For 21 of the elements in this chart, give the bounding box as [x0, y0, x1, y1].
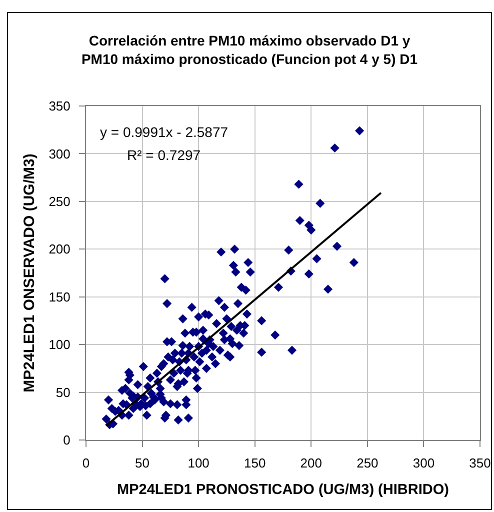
- x-tick-label: 200: [300, 456, 322, 471]
- y-tick-label: 200: [48, 242, 70, 257]
- y-tick-label: 0: [63, 432, 70, 448]
- y-tick-label: 100: [48, 337, 70, 352]
- x-tick-label: 50: [135, 456, 150, 471]
- x-axis-title: MP24LED1 PRONOSTICADO (UG/M3) (HIBRIDO): [117, 482, 450, 498]
- y-tick-label: 350: [48, 98, 70, 114]
- x-tick-label: 250: [356, 456, 378, 471]
- y-tick-label: 150: [48, 289, 70, 304]
- x-tick-label: 350: [469, 456, 491, 471]
- x-tick-label: 300: [412, 456, 435, 471]
- y-tick-label: 250: [48, 194, 70, 209]
- x-tick-label: 0: [82, 456, 90, 471]
- annotation: y = 0.9991x - 2.5877: [100, 124, 228, 140]
- y-axis-title: MP24LED1 ONSERVADO (UG/M3): [20, 154, 38, 392]
- chart-title: Correlación entre PM10 máximo observado D1 y PM10 máximo pronosticado (Funcion pot 4 y 5) D1: [81, 32, 418, 67]
- x-tick-label: 150: [244, 456, 266, 471]
- y-tick-label: 300: [48, 146, 70, 162]
- y-tick-label: 50: [56, 384, 70, 400]
- x-tick-label: 100: [188, 456, 210, 471]
- annotation: R² = 0.7297: [127, 147, 201, 163]
